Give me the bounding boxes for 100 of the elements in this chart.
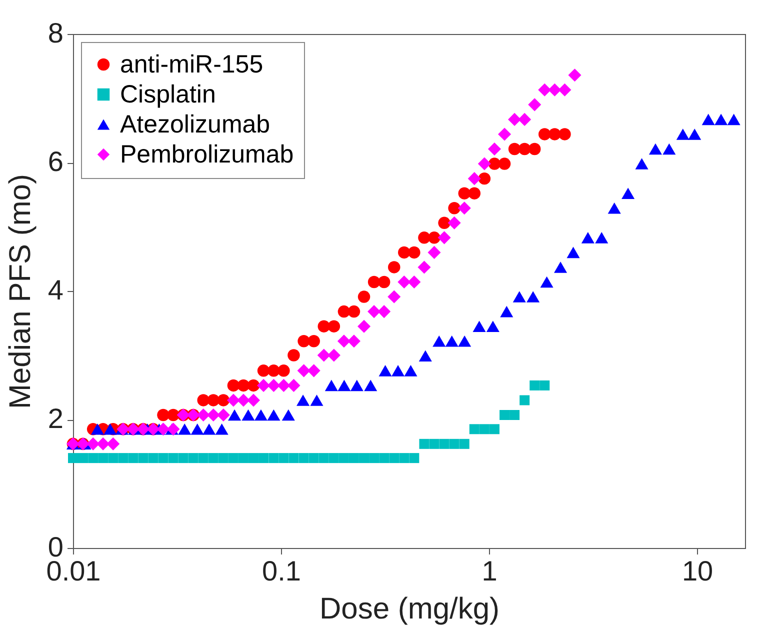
y-tick-label: 4 [48, 274, 64, 306]
point [520, 395, 530, 406]
point [208, 453, 218, 464]
point [399, 453, 410, 464]
point [257, 378, 270, 392]
point [196, 408, 210, 422]
point [78, 453, 88, 464]
legend-label: Cisplatin [120, 80, 216, 108]
point [348, 453, 359, 464]
point [388, 290, 401, 304]
point [308, 335, 320, 348]
point [530, 380, 540, 390]
point [528, 142, 541, 156]
point [568, 68, 582, 82]
point [138, 453, 148, 464]
point [488, 142, 501, 156]
point [418, 260, 431, 274]
point [148, 453, 158, 464]
point [429, 438, 440, 449]
point [368, 305, 381, 318]
point [168, 453, 178, 464]
point [419, 438, 430, 449]
point [498, 128, 512, 141]
point [408, 275, 421, 289]
point [448, 202, 460, 214]
point [278, 364, 290, 377]
point [347, 334, 360, 348]
point [257, 364, 270, 377]
legend-label: Atezolizumab [120, 110, 270, 138]
x-tick-label: 10 [682, 556, 714, 586]
point [317, 348, 330, 362]
x-tick-label: 1 [482, 556, 498, 586]
point [247, 379, 260, 392]
point [489, 424, 500, 434]
point [449, 438, 460, 449]
point [498, 158, 511, 170]
point [337, 334, 350, 348]
point [338, 305, 350, 318]
point [277, 378, 290, 392]
point [237, 379, 250, 392]
y-axis-title: Median PFS (mo) [4, 174, 37, 410]
point [288, 453, 299, 464]
point [358, 320, 371, 333]
point [428, 232, 440, 244]
point [267, 378, 280, 392]
point [408, 246, 420, 259]
point [238, 453, 248, 464]
point [108, 453, 118, 464]
point [448, 216, 461, 230]
point [540, 380, 550, 390]
point [236, 394, 250, 407]
point [246, 394, 260, 407]
point [458, 187, 470, 200]
point [118, 453, 128, 464]
point [188, 453, 198, 464]
point [338, 453, 349, 464]
y-tick-label: 2 [48, 403, 64, 434]
point [106, 437, 120, 450]
point [318, 320, 330, 332]
point [268, 453, 279, 464]
point [327, 348, 340, 362]
point [308, 453, 319, 464]
point [328, 320, 340, 332]
point [478, 157, 491, 170]
point [479, 424, 490, 434]
point [388, 261, 400, 274]
point [418, 232, 430, 244]
point [469, 424, 480, 434]
point [227, 379, 240, 392]
point [218, 453, 228, 464]
x-axis-title: Dose (mg/kg) [319, 592, 500, 626]
point [548, 83, 562, 96]
point [428, 246, 441, 259]
point [128, 453, 138, 464]
point [68, 453, 78, 464]
point [409, 453, 420, 464]
point [438, 216, 450, 230]
point [288, 349, 300, 362]
point [307, 364, 320, 378]
point [439, 438, 450, 449]
point [216, 408, 230, 422]
point [278, 453, 289, 464]
point [369, 453, 380, 464]
point [206, 408, 220, 422]
point [178, 453, 188, 464]
point [297, 364, 310, 378]
point [438, 231, 451, 244]
point [359, 453, 370, 464]
point [198, 453, 208, 464]
point [197, 394, 210, 406]
point [348, 305, 360, 318]
point [478, 172, 491, 185]
point [217, 394, 230, 406]
point [518, 112, 532, 126]
point [298, 453, 309, 464]
point [468, 187, 481, 200]
point [88, 453, 98, 464]
point [228, 453, 238, 464]
point [318, 453, 329, 464]
point [459, 438, 470, 449]
